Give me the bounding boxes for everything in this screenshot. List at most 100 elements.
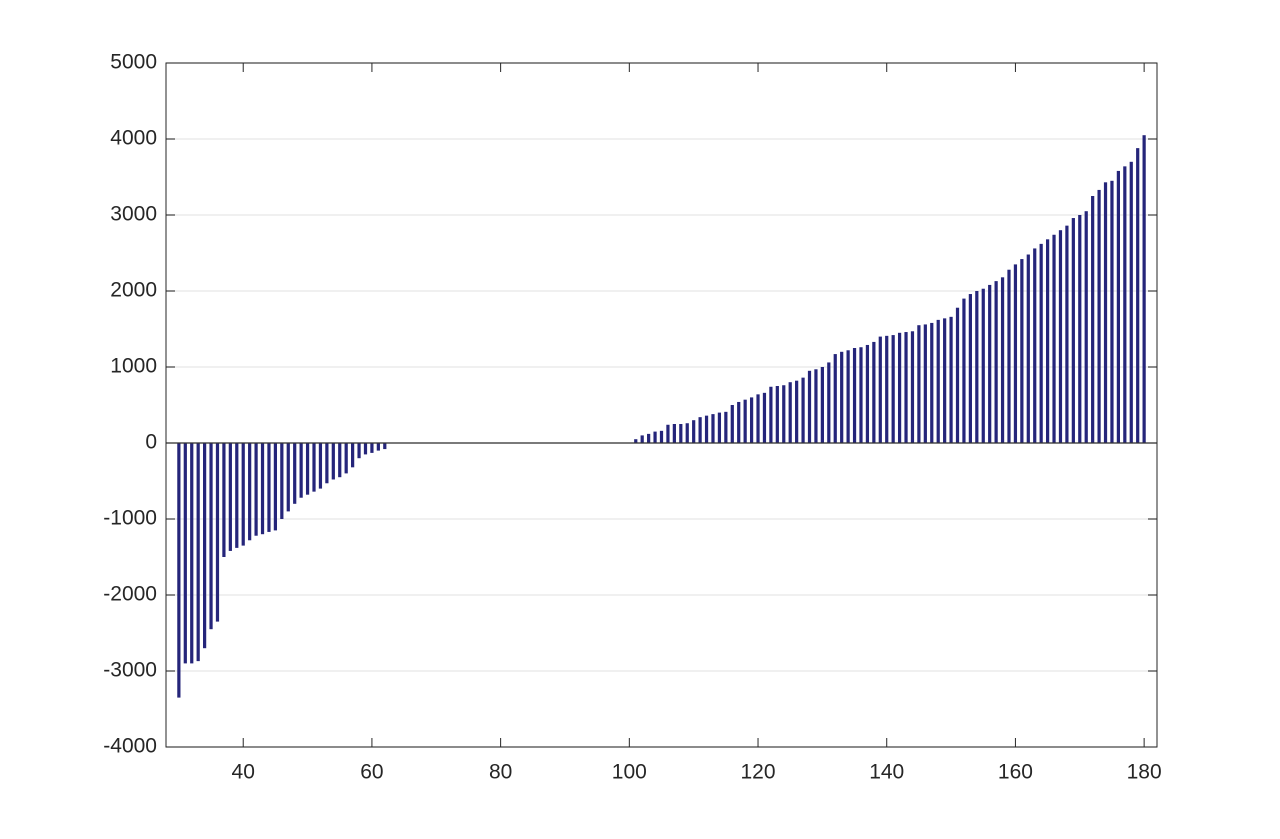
bar bbox=[1078, 215, 1082, 443]
bar bbox=[897, 332, 902, 443]
bar bbox=[730, 405, 734, 443]
bar bbox=[994, 281, 998, 443]
bar bbox=[1071, 218, 1075, 443]
bar bbox=[254, 443, 258, 536]
bar bbox=[235, 443, 239, 548]
bar bbox=[338, 443, 342, 478]
bar bbox=[1084, 211, 1088, 443]
bar bbox=[749, 397, 754, 443]
bar bbox=[351, 443, 355, 468]
bar bbox=[782, 385, 786, 443]
bar bbox=[1013, 264, 1018, 443]
bar bbox=[930, 322, 934, 443]
x-tick-label: 120 bbox=[741, 761, 776, 784]
bar bbox=[183, 443, 187, 664]
bar bbox=[1007, 269, 1011, 443]
bar bbox=[685, 423, 689, 443]
bar bbox=[917, 325, 921, 443]
bar bbox=[1091, 196, 1095, 443]
bar bbox=[865, 344, 870, 443]
bar bbox=[666, 424, 670, 443]
bar bbox=[846, 350, 850, 443]
bar bbox=[203, 443, 207, 649]
bar bbox=[724, 411, 728, 443]
y-tick-label: 3000 bbox=[110, 203, 157, 226]
bar bbox=[949, 316, 953, 443]
x-tick-label: 60 bbox=[360, 761, 383, 784]
bar bbox=[943, 318, 947, 443]
bar bbox=[215, 443, 220, 622]
x-tick-label: 180 bbox=[1127, 761, 1162, 784]
y-tick-label: 2000 bbox=[110, 279, 157, 302]
bar bbox=[1033, 248, 1037, 443]
bar bbox=[177, 443, 181, 698]
bar bbox=[975, 291, 979, 443]
bar bbox=[325, 443, 329, 484]
bar bbox=[756, 394, 760, 443]
bar bbox=[743, 399, 747, 443]
x-tick-label: 40 bbox=[232, 761, 255, 784]
y-tick-label: -3000 bbox=[103, 659, 157, 682]
bar bbox=[1116, 170, 1120, 444]
bar bbox=[312, 443, 316, 492]
bar bbox=[840, 351, 844, 443]
x-tick-label: 160 bbox=[998, 761, 1033, 784]
bar bbox=[286, 443, 290, 512]
bar bbox=[775, 386, 779, 443]
bar bbox=[852, 348, 857, 443]
bar bbox=[383, 443, 387, 450]
bar bbox=[357, 443, 361, 459]
bar bbox=[647, 433, 651, 443]
bar bbox=[653, 431, 657, 443]
bar bbox=[1026, 254, 1030, 443]
y-tick-label: 4000 bbox=[110, 127, 157, 150]
x-tick-label: 140 bbox=[869, 761, 904, 784]
bar bbox=[1103, 182, 1108, 443]
bar bbox=[299, 443, 303, 498]
bar bbox=[370, 443, 374, 453]
bar bbox=[1000, 277, 1005, 443]
bar bbox=[376, 443, 380, 451]
bar bbox=[1097, 189, 1101, 443]
bar bbox=[1052, 234, 1056, 443]
bar bbox=[692, 420, 696, 443]
bar bbox=[878, 336, 882, 443]
axes-box bbox=[165, 62, 1158, 748]
bar bbox=[1020, 259, 1024, 443]
y-tick-label: 1000 bbox=[110, 355, 157, 378]
bar bbox=[331, 443, 335, 480]
bar bbox=[241, 443, 245, 546]
bar bbox=[1129, 161, 1133, 444]
bar bbox=[872, 341, 876, 443]
bar bbox=[1142, 135, 1146, 443]
x-tick-label: 100 bbox=[612, 761, 647, 784]
bar bbox=[698, 417, 702, 443]
bar bbox=[801, 377, 805, 443]
bar bbox=[814, 369, 818, 443]
bar bbox=[1058, 230, 1063, 443]
bar bbox=[196, 443, 200, 662]
bar bbox=[769, 386, 773, 443]
bar bbox=[672, 424, 676, 443]
bar bbox=[305, 443, 310, 495]
y-tick-label: -4000 bbox=[103, 735, 157, 758]
bar bbox=[717, 412, 722, 443]
bar bbox=[679, 424, 683, 443]
bar bbox=[981, 288, 985, 443]
bar bbox=[704, 415, 709, 443]
bar bbox=[795, 380, 799, 443]
bar bbox=[955, 307, 960, 443]
bar bbox=[833, 354, 837, 443]
bar bbox=[1123, 166, 1127, 444]
bar bbox=[988, 284, 992, 443]
bar bbox=[711, 414, 715, 443]
bar bbox=[260, 443, 265, 535]
bar bbox=[820, 367, 824, 443]
bar bbox=[267, 443, 271, 532]
bar bbox=[923, 324, 927, 443]
bar bbox=[968, 294, 972, 443]
bar bbox=[222, 443, 226, 557]
bar bbox=[640, 435, 644, 443]
bar bbox=[248, 443, 252, 541]
bar bbox=[859, 347, 863, 443]
